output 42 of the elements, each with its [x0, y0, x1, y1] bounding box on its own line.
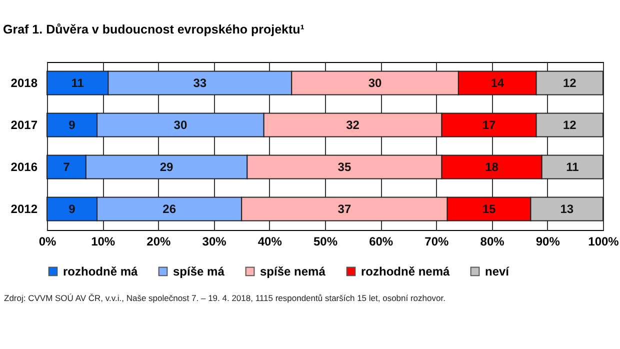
x-tick-label: 20%	[146, 234, 172, 248]
x-tick-label: 10%	[91, 234, 116, 248]
data-label: 14	[490, 76, 504, 90]
y-tick-label: 2016	[10, 160, 38, 174]
text: Zdroj: CVVM SOÚ AV ČR, v.v.i., Naše společnost 7. – 19. 4. 2018, 1115 respondentů starších 15 let, osobní rozhovor.	[4, 293, 446, 303]
data-label: 9	[68, 118, 76, 132]
data-label: 11	[71, 76, 84, 90]
x-tick-label: 50%	[313, 234, 338, 248]
data-label: 7	[63, 160, 70, 174]
x-tick-label: 90%	[536, 234, 560, 248]
data-label: 37	[338, 202, 352, 216]
data-label: 30	[174, 118, 188, 132]
data-label: 15	[482, 202, 496, 216]
data-label: 12	[562, 76, 577, 90]
legend-label: spíše nemá	[260, 264, 326, 278]
x-tick-label: 80%	[480, 234, 505, 248]
x-tick-label: 30%	[202, 234, 227, 248]
data-label: 9	[68, 202, 76, 216]
data-label: 32	[346, 118, 360, 132]
chart-title: Graf 1. Důvěra v budoucnost evropského projektu¹	[3, 22, 304, 36]
y-tick-label: 2012	[10, 202, 38, 216]
x-tick-label: 0%	[38, 234, 56, 248]
data-label: 35	[338, 160, 352, 174]
data-label: 13	[560, 202, 574, 216]
legend-label: rozhodně nemá	[361, 264, 450, 278]
data-label: 33	[193, 76, 207, 90]
x-tick-label: 60%	[369, 234, 394, 248]
y-tick-label: 2017	[10, 118, 38, 132]
data-label: 17	[482, 118, 496, 132]
x-tick-label: 70%	[424, 234, 450, 248]
data-label: 30	[368, 76, 382, 90]
data-label: 29	[160, 160, 174, 174]
data-label: 26	[162, 202, 176, 216]
legend-label: spíše má	[173, 264, 225, 278]
x-tick-label: 100%	[588, 234, 620, 248]
legend-label: rozhodně má	[63, 264, 138, 278]
data-label: 18	[485, 160, 499, 174]
x-tick-label: 40%	[258, 234, 282, 248]
data-label: 12	[562, 118, 577, 132]
y-tick-label: 2018	[10, 76, 38, 90]
legend-label: neví	[485, 264, 510, 278]
data-label: 11	[566, 160, 580, 174]
